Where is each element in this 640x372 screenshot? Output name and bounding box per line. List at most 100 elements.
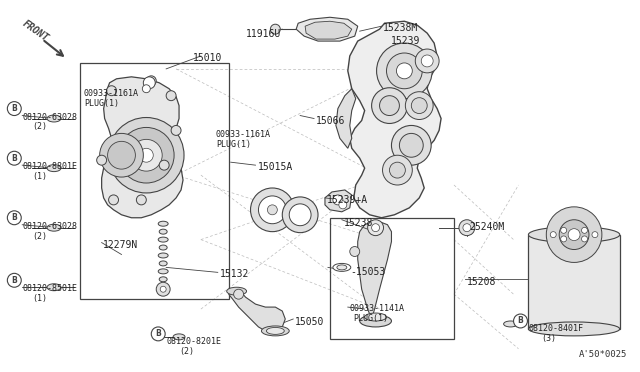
Circle shape	[100, 134, 143, 177]
Ellipse shape	[504, 321, 518, 327]
Polygon shape	[296, 17, 358, 41]
Circle shape	[387, 53, 422, 89]
Circle shape	[559, 220, 589, 250]
Text: (1): (1)	[32, 294, 47, 303]
Text: B: B	[12, 213, 17, 222]
Circle shape	[547, 207, 602, 262]
Text: B: B	[12, 154, 17, 163]
Text: 25240M: 25240M	[469, 222, 504, 232]
Circle shape	[7, 151, 21, 165]
Circle shape	[582, 236, 588, 242]
Text: (2): (2)	[32, 122, 47, 131]
Ellipse shape	[159, 261, 167, 266]
Text: 15015A: 15015A	[257, 162, 292, 172]
Circle shape	[339, 201, 347, 209]
Circle shape	[392, 125, 431, 165]
Circle shape	[561, 236, 566, 242]
Circle shape	[367, 220, 383, 235]
Text: 00933-1141A: 00933-1141A	[350, 304, 404, 313]
Text: 15050: 15050	[295, 317, 324, 327]
Circle shape	[289, 204, 311, 226]
Circle shape	[97, 155, 107, 165]
Circle shape	[159, 160, 169, 170]
Circle shape	[270, 24, 280, 34]
Circle shape	[131, 140, 162, 171]
Text: -15053: -15053	[351, 267, 386, 278]
Circle shape	[350, 247, 360, 256]
Circle shape	[166, 91, 176, 101]
Circle shape	[390, 162, 405, 178]
Circle shape	[282, 197, 318, 232]
Circle shape	[250, 188, 294, 232]
Circle shape	[107, 86, 116, 96]
Circle shape	[550, 232, 556, 238]
Circle shape	[380, 96, 399, 116]
Circle shape	[7, 211, 21, 225]
Circle shape	[109, 195, 118, 205]
Circle shape	[7, 102, 21, 116]
Circle shape	[513, 314, 527, 328]
Polygon shape	[348, 21, 441, 218]
Text: (2): (2)	[179, 347, 194, 356]
Text: A'50*0025: A'50*0025	[579, 350, 628, 359]
Circle shape	[268, 205, 277, 215]
Text: 15208: 15208	[467, 277, 496, 287]
Text: (3): (3)	[541, 334, 556, 343]
Text: FRONT: FRONT	[20, 18, 50, 43]
Circle shape	[372, 88, 407, 124]
Circle shape	[459, 220, 475, 235]
Text: 15239+A: 15239+A	[327, 195, 368, 205]
Text: 15239: 15239	[390, 36, 420, 46]
Text: 11916U: 11916U	[246, 29, 281, 39]
Circle shape	[147, 76, 156, 86]
Polygon shape	[358, 222, 392, 319]
Text: 08120-63028: 08120-63028	[22, 113, 77, 122]
Circle shape	[234, 289, 244, 299]
Text: 15238M: 15238M	[383, 23, 418, 33]
Circle shape	[582, 227, 588, 233]
Polygon shape	[102, 77, 183, 218]
Ellipse shape	[266, 327, 284, 334]
Circle shape	[109, 118, 184, 193]
Ellipse shape	[47, 224, 61, 231]
Polygon shape	[305, 21, 352, 39]
Circle shape	[259, 196, 286, 224]
Ellipse shape	[360, 315, 392, 327]
Text: (2): (2)	[32, 232, 47, 241]
Polygon shape	[325, 190, 352, 212]
Circle shape	[376, 43, 432, 99]
Ellipse shape	[158, 269, 168, 274]
Text: PLUG(1): PLUG(1)	[353, 314, 388, 323]
Circle shape	[399, 134, 423, 157]
Ellipse shape	[158, 237, 168, 242]
Ellipse shape	[529, 322, 620, 336]
Ellipse shape	[158, 253, 168, 258]
Circle shape	[415, 49, 439, 73]
Circle shape	[592, 232, 598, 238]
Circle shape	[156, 282, 170, 296]
Text: (1): (1)	[32, 172, 47, 181]
Circle shape	[108, 141, 136, 169]
Circle shape	[561, 227, 566, 233]
Polygon shape	[336, 89, 356, 148]
Text: PLUG(1): PLUG(1)	[216, 140, 251, 149]
Ellipse shape	[173, 334, 185, 340]
Circle shape	[421, 55, 433, 67]
Circle shape	[7, 273, 21, 287]
Circle shape	[568, 229, 580, 241]
Ellipse shape	[159, 277, 167, 282]
Ellipse shape	[158, 221, 168, 226]
Text: 15066: 15066	[316, 116, 346, 125]
Ellipse shape	[47, 165, 61, 171]
Ellipse shape	[365, 313, 387, 321]
Text: 15238: 15238	[344, 218, 373, 228]
Text: 12279N: 12279N	[102, 240, 138, 250]
Circle shape	[405, 92, 433, 119]
Text: B: B	[12, 104, 17, 113]
Circle shape	[383, 155, 412, 185]
Ellipse shape	[159, 229, 167, 234]
Circle shape	[136, 195, 147, 205]
Circle shape	[142, 85, 150, 93]
Text: 15010: 15010	[193, 53, 222, 63]
Text: 08120-8201E: 08120-8201E	[166, 337, 221, 346]
